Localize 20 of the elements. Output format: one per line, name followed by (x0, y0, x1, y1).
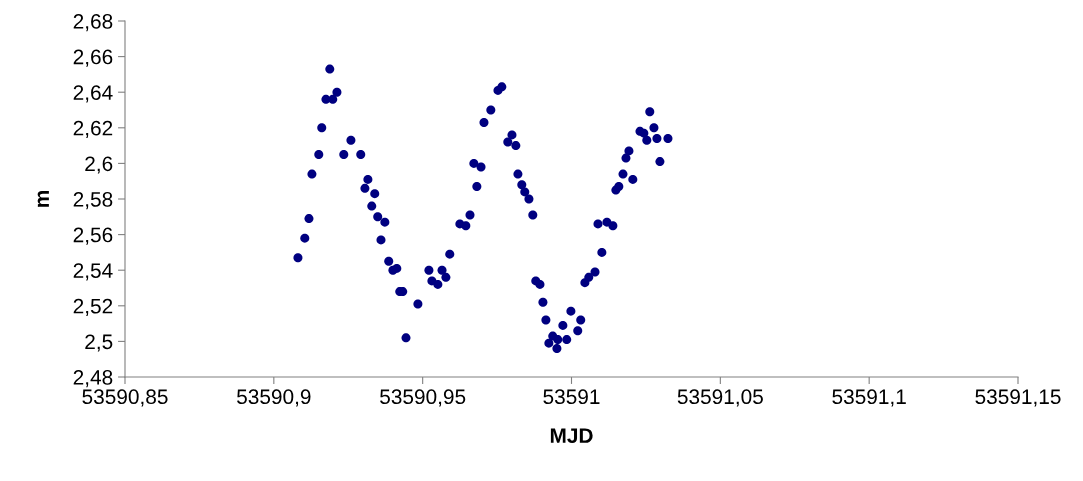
y-tick-label: 2,66 (73, 49, 113, 67)
y-tick-label: 2,48 (73, 370, 113, 388)
y-tick-label: 2,58 (73, 192, 113, 210)
x-tick-label: 53590,85 (82, 389, 168, 407)
y-tick-label: 2,68 (73, 14, 113, 32)
y-tick-label: 2,5 (85, 334, 113, 352)
x-tick-label: 53591,15 (975, 389, 1061, 407)
x-tick-label: 53590,95 (380, 389, 466, 407)
y-tick-label: 2,64 (73, 85, 113, 103)
x-tick-label: 53590,9 (237, 389, 311, 407)
y-tick-label: 2,62 (73, 120, 113, 139)
y-tick-label: 2,6 (85, 156, 113, 174)
x-tick-label: 53591 (543, 389, 600, 405)
y-tick-label: 2,52 (73, 298, 113, 317)
y-axis-title: m (37, 191, 49, 207)
y-tick-label: 2,56 (73, 227, 113, 245)
x-tick-label: 53591,05 (677, 389, 763, 407)
x-axis-title: MJD (550, 428, 593, 443)
x-tick-label: 53591,1 (832, 389, 906, 407)
y-tick-label: 2,54 (73, 263, 113, 281)
